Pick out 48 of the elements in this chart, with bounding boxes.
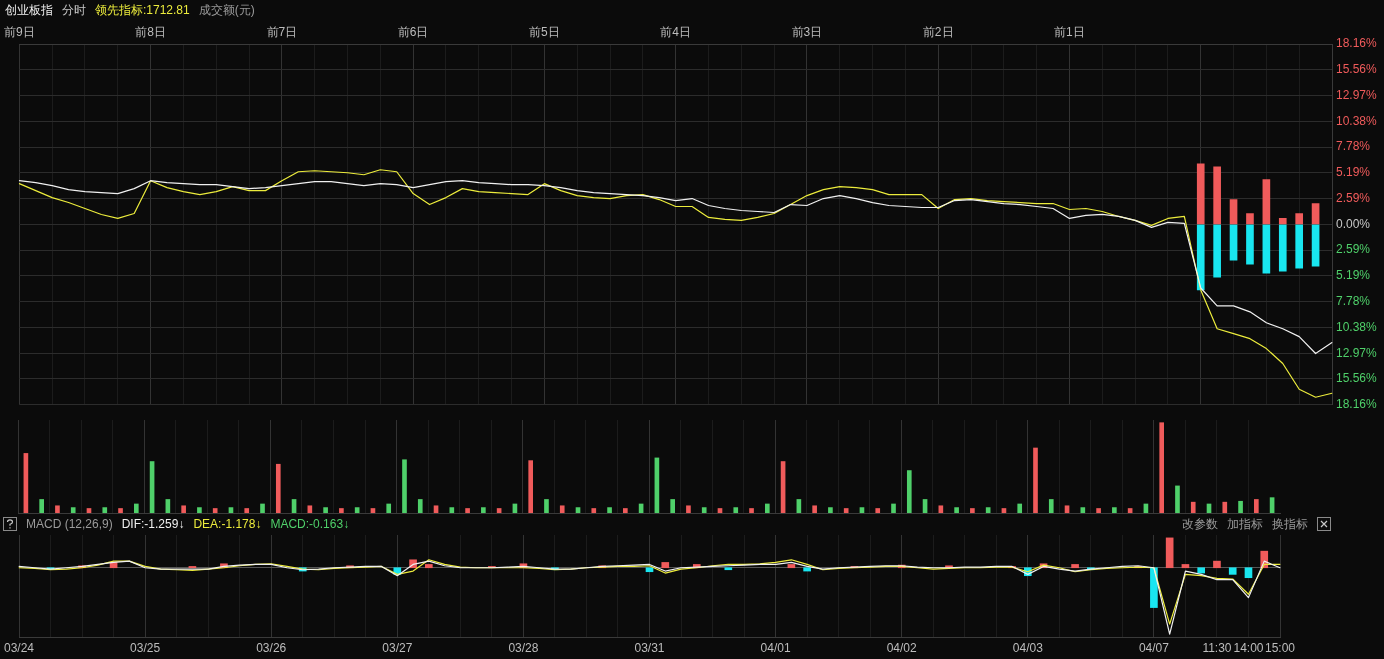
x-tick-label: 前9日 xyxy=(3,25,35,40)
x-tick-label: 03/24 xyxy=(4,640,35,655)
chart-title: MACD (12,26,9) xyxy=(26,517,113,531)
x-tick-label: 前6日 xyxy=(397,25,429,40)
text: 加指标 xyxy=(1227,515,1263,533)
y-tick-label: 2.59% xyxy=(1336,190,1371,205)
y-tick-label: 0.00% xyxy=(1336,216,1371,231)
text: 成交额(元) xyxy=(198,1,255,19)
x-tick-label: 04/01 xyxy=(760,640,791,655)
y-tick-label: 2.59% xyxy=(1336,242,1371,257)
chart-title: 创业板指 xyxy=(5,1,53,19)
chart-subtitle: 分时 xyxy=(62,1,86,19)
x-tick-label: 03/31 xyxy=(634,640,665,655)
x-tick-label: 14:00 xyxy=(1233,640,1264,655)
y-tick-label: 5.19% xyxy=(1336,268,1371,283)
x-tick-label: 04/03 xyxy=(1012,640,1044,655)
x-tick-label: 前2日 xyxy=(922,25,954,40)
x-tick-label: 前4日 xyxy=(660,25,692,40)
x-tick-label: 11:30 xyxy=(1202,640,1232,655)
x-tick-label: 15:00 xyxy=(1264,640,1296,655)
y-tick-label: 18.16% xyxy=(1336,36,1378,51)
text: 改参数 xyxy=(1182,515,1218,533)
x-tick-label: 04/07 xyxy=(1138,640,1170,655)
x-tick-label: 前5日 xyxy=(529,25,560,40)
y-tick-label: 5.19% xyxy=(1336,165,1371,180)
x-tick-label: 前1日 xyxy=(1054,25,1085,40)
y-tick-label: 12.97% xyxy=(1336,87,1378,102)
x-tick-label: 03/25 xyxy=(130,640,161,655)
x-tick-label: 03/26 xyxy=(256,640,287,655)
x-tick-label: 03/27 xyxy=(382,640,413,655)
y-tick-label: 12.97% xyxy=(1336,345,1378,360)
text: MACD:-0.163↓ xyxy=(270,517,350,531)
y-tick-label: 15.56% xyxy=(1336,62,1378,77)
text: 换指标 xyxy=(1272,515,1308,533)
text: DEA:-1.178↓ xyxy=(193,517,262,531)
y-tick-label: 10.38% xyxy=(1336,319,1378,334)
x-tick-label: 前8日 xyxy=(135,25,166,40)
x-tick-label: 03/28 xyxy=(508,640,539,655)
x-tick-label: 前3日 xyxy=(791,25,823,40)
text: 领先指标:1712.81 xyxy=(95,1,190,19)
text: DIF:-1.259↓ xyxy=(121,517,185,531)
x-tick-label: 前7日 xyxy=(266,25,298,40)
y-tick-label: 15.56% xyxy=(1336,371,1378,386)
x-tick-label: 04/02 xyxy=(886,640,918,655)
y-tick-label: 7.78% xyxy=(1336,294,1371,308)
y-tick-label: 7.78% xyxy=(1336,139,1371,154)
y-tick-label: 10.38% xyxy=(1336,113,1378,128)
y-tick-label: 18.16% xyxy=(1336,397,1378,412)
